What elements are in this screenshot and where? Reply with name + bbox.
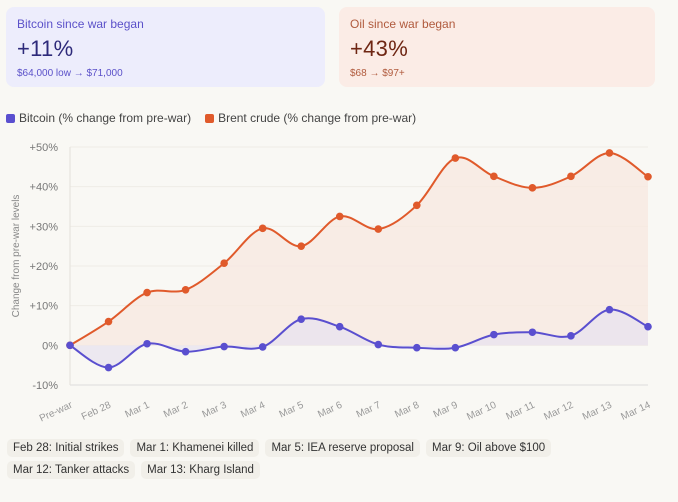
x-tick-label: Mar 13 [581, 400, 614, 423]
event-chip: Mar 5: IEA reserve proposal [265, 439, 420, 457]
data-point [104, 363, 113, 372]
data-point [567, 332, 575, 340]
x-tick-label: Mar 3 [201, 400, 229, 421]
event-chip: Mar 12: Tanker attacks [7, 461, 136, 479]
data-point [297, 242, 306, 250]
data-point [104, 317, 113, 326]
data-point [335, 322, 344, 331]
event-chip: Mar 13: Kharg Island [141, 461, 260, 479]
series-area [70, 152, 648, 346]
y-axis-label: Change from pre-war levels [11, 195, 22, 318]
data-point [528, 328, 537, 337]
bitcoin-card-value: +11% [17, 36, 74, 61]
x-tick-label: Mar 8 [393, 400, 421, 421]
data-point [413, 343, 421, 352]
x-tick-label: Pre-war [38, 399, 75, 424]
x-tick-label: Mar 11 [504, 400, 537, 423]
y-tick-label: +10% [30, 301, 59, 313]
y-tick-label: 0% [42, 340, 58, 352]
x-tick-label: Feb 28 [80, 400, 113, 423]
data-point [143, 288, 151, 297]
x-tick-label: Mar 4 [239, 400, 267, 421]
brent-swatch [205, 113, 215, 123]
x-tick-label: Mar 6 [316, 400, 344, 421]
x-tick-label: Mar 1 [124, 400, 152, 421]
data-point [490, 330, 498, 339]
y-tick-label: +50% [30, 142, 59, 154]
series-line [69, 151, 649, 347]
y-tick-label: +30% [30, 221, 59, 233]
x-tick-label: Mar 12 [542, 400, 575, 423]
data-point [490, 172, 498, 181]
data-point [297, 315, 306, 323]
data-point [644, 172, 652, 181]
data-point [220, 259, 228, 268]
legend-label: Bitcoin (% change from pre-war) [19, 111, 192, 125]
series-area [70, 309, 648, 368]
x-tick-label: Mar 10 [465, 400, 498, 423]
x-tick-label: Mar 9 [432, 400, 460, 421]
event-chips: Feb 28: Initial strikes Mar 1: Khamenei … [7, 439, 667, 479]
oil-card-detail: $68 → $97+ [350, 68, 405, 79]
y-tick-label: -10% [32, 380, 58, 392]
y-tick-label: +40% [30, 182, 59, 194]
data-point [605, 305, 614, 314]
bitcoin-card-detail: $64,000 low → $71,000 [17, 68, 123, 79]
data-point [413, 201, 421, 210]
data-point [528, 184, 537, 192]
oil-card-value: +43% [350, 36, 409, 61]
event-chip: Feb 28: Initial strikes [7, 439, 125, 457]
data-point [220, 342, 228, 351]
event-chip: Mar 9: Oil above $100 [426, 439, 552, 457]
line-chart: +50% +40% +30% +20% +10% 0% -10% Change from pr… [11, 142, 653, 425]
data-point [451, 154, 460, 162]
legend-item-bitcoin[interactable]: Bitcoin (% change from pre-war) [6, 111, 191, 125]
data-point [181, 347, 190, 356]
data-point [451, 343, 460, 352]
y-tick-label: +20% [30, 261, 59, 273]
chart-legend: Bitcoin (% change from pre-war) Brent cr… [6, 111, 416, 125]
x-tick-label: Mar 7 [355, 400, 383, 421]
data-point [258, 343, 267, 351]
legend-label: Brent crude (% change from pre-war) [218, 111, 417, 125]
bitcoin-summary-card: Bitcoin since war began +11% $64,000 low… [6, 7, 325, 87]
data-point [143, 339, 151, 348]
x-tick-label: Mar 14 [619, 400, 652, 423]
data-point [258, 224, 267, 233]
data-point [335, 212, 344, 221]
event-chip: Mar 1: Khamenei killed [130, 439, 260, 457]
oil-summary-card: Oil since war began +43% $68 → $97+ [339, 7, 655, 87]
x-tick-label: Mar 2 [162, 400, 190, 421]
legend-item-brent[interactable]: Brent crude (% change from pre-war) [205, 111, 416, 125]
bitcoin-card-label: Bitcoin since war began [17, 17, 144, 31]
oil-card-label: Oil since war began [350, 17, 456, 31]
x-tick-label: Mar 5 [278, 400, 306, 421]
data-point [66, 341, 74, 350]
bitcoin-swatch [6, 113, 15, 123]
series-line [69, 308, 649, 369]
data-point [374, 340, 383, 349]
data-point [374, 225, 383, 233]
data-point [567, 172, 575, 181]
data-point [181, 286, 190, 294]
data-point [644, 322, 652, 331]
data-point [605, 149, 614, 157]
